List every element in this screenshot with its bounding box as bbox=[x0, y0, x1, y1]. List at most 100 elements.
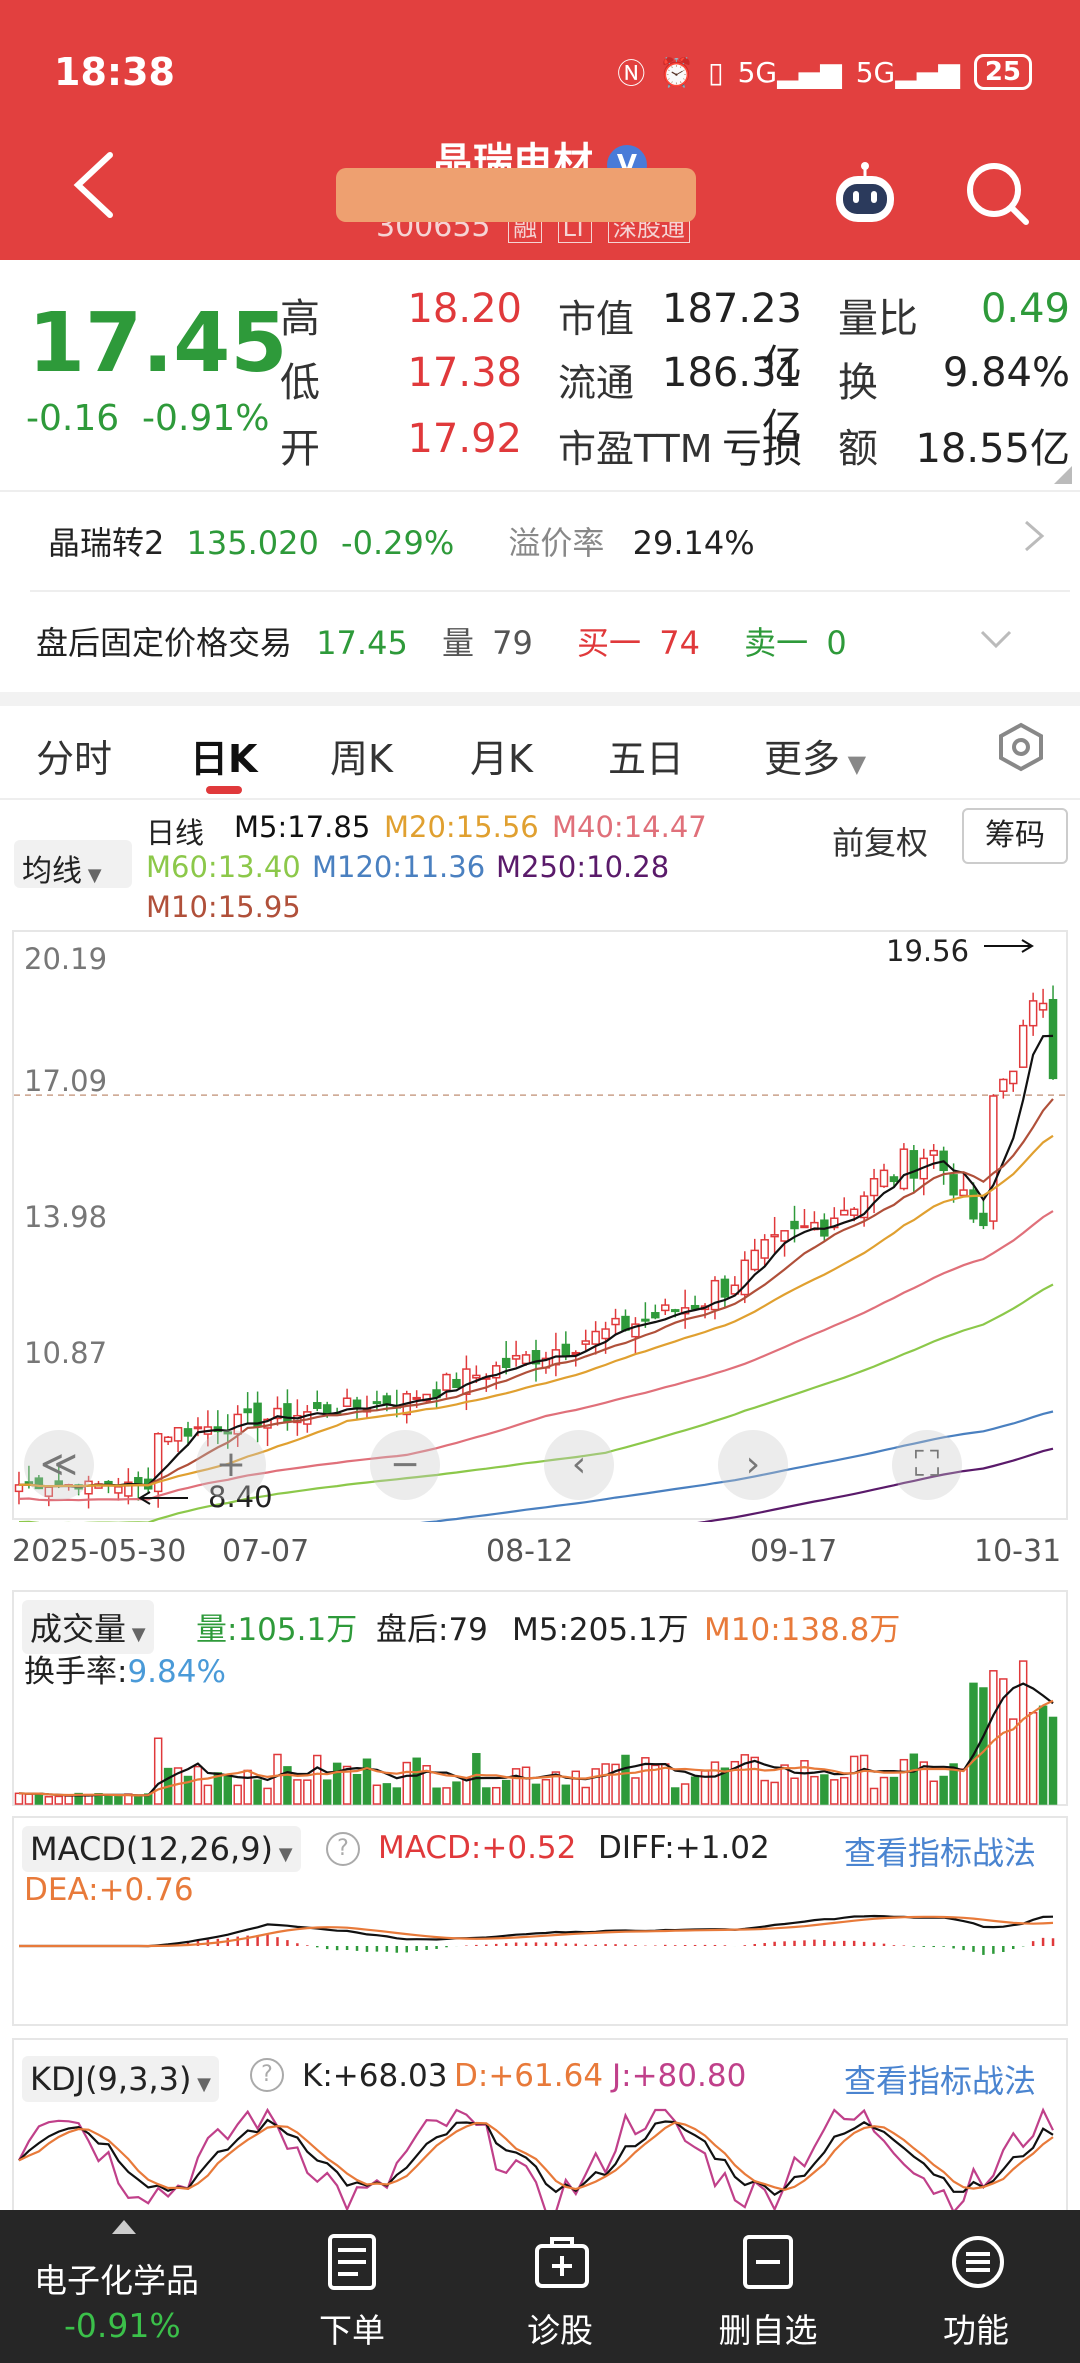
kdj-strategy-link[interactable]: 查看指标战法 bbox=[844, 2062, 1037, 2100]
d-line bbox=[18, 2121, 1054, 2191]
volume-bar bbox=[462, 1777, 471, 1805]
zoom-in-icon[interactable]: + bbox=[196, 1430, 266, 1500]
candle-body bbox=[462, 1368, 471, 1395]
ma120-value: M120:11.36 bbox=[312, 850, 486, 884]
candle-body bbox=[611, 1317, 620, 1326]
indicator-selector[interactable]: 均线 ▼ bbox=[14, 840, 132, 889]
kdj-selector[interactable]: KDJ(9,3,3) ▼ bbox=[22, 2056, 220, 2102]
candle-body bbox=[710, 1279, 720, 1311]
bottom-nav: 电子化学品 -0.91% 下单 诊股 删自选 bbox=[0, 2210, 1080, 2363]
volume-bar bbox=[810, 1775, 819, 1805]
chevron-down-icon[interactable] bbox=[978, 628, 1014, 652]
nav-functions[interactable]: 功能 bbox=[906, 2210, 1046, 2363]
volume-bar bbox=[680, 1783, 690, 1805]
vibrate-icon: ▯ bbox=[708, 55, 724, 89]
kdj-panel[interactable] bbox=[12, 2038, 1068, 2214]
volume-bar bbox=[223, 1774, 233, 1805]
kline-chart[interactable] bbox=[12, 930, 1070, 1609]
current-price: 17.45 bbox=[28, 296, 288, 391]
candle-body bbox=[491, 1365, 501, 1379]
volume-bar bbox=[1038, 1705, 1048, 1805]
candle-body bbox=[750, 1249, 759, 1271]
ma20-value: M20:15.56 bbox=[384, 810, 539, 844]
help-icon[interactable]: ? bbox=[326, 1832, 360, 1866]
tab-five-day[interactable]: 五日 bbox=[608, 737, 685, 781]
sell1-value: 0 bbox=[826, 624, 847, 662]
afterhours-row[interactable]: 盘后固定价格交易 17.45 量 79 买一 74 卖一 0 bbox=[36, 618, 976, 662]
zoom-out-icon[interactable]: − bbox=[370, 1430, 440, 1500]
ma5-value: M5:17.85 bbox=[234, 810, 371, 844]
candle-body bbox=[531, 1350, 541, 1365]
volume-bar bbox=[273, 1753, 282, 1805]
search-icon[interactable] bbox=[962, 158, 1032, 228]
candle-body bbox=[621, 1315, 630, 1331]
volume-bar bbox=[183, 1775, 193, 1805]
tab-weekly-k[interactable]: 周K bbox=[330, 737, 393, 781]
nav-order[interactable]: 下单 bbox=[282, 2210, 422, 2363]
back-icon[interactable] bbox=[70, 150, 120, 220]
price-change: -0.16 -0.91% bbox=[26, 398, 270, 439]
rewind-icon[interactable]: ≪ bbox=[24, 1430, 94, 1500]
volume-bar bbox=[24, 1793, 34, 1805]
float-label: 流通 bbox=[558, 361, 635, 405]
fullscreen-icon[interactable]: ⛶ bbox=[892, 1430, 962, 1500]
volume-ratio-label: 量比 bbox=[838, 296, 918, 342]
candle-body bbox=[949, 1174, 958, 1196]
volume-bar bbox=[412, 1757, 421, 1805]
signal-icon: 5G▂▄▆ bbox=[737, 55, 842, 89]
convertible-bond-row[interactable]: 晶瑞转2 135.020 -0.29% 溢价率 29.14% bbox=[48, 518, 1068, 562]
nav-order-label: 下单 bbox=[319, 2311, 385, 2350]
low-label: 低 bbox=[280, 360, 320, 406]
volume-bar bbox=[1018, 1660, 1028, 1805]
expand-up-icon[interactable] bbox=[112, 2220, 136, 2234]
candle-body bbox=[1038, 1002, 1048, 1011]
expand-corner-icon[interactable] bbox=[1054, 466, 1072, 484]
volume-bar bbox=[651, 1764, 660, 1805]
volume-bar bbox=[551, 1771, 561, 1805]
volume-bar bbox=[740, 1754, 750, 1805]
tab-daily-k[interactable]: 日K bbox=[190, 737, 258, 781]
scroll-left-icon[interactable]: ‹ bbox=[544, 1430, 614, 1500]
tab-monthly-k[interactable]: 月K bbox=[470, 737, 533, 781]
volume-bar bbox=[1048, 1716, 1058, 1805]
volume-bar bbox=[929, 1780, 938, 1805]
candle-body bbox=[183, 1428, 193, 1437]
pe-label: 市盈TTM bbox=[558, 427, 713, 471]
tab-more[interactable]: 更多 ▼ bbox=[764, 737, 867, 781]
candle-body bbox=[780, 1230, 789, 1242]
low-value: 17.38 bbox=[407, 350, 522, 396]
macd-strategy-link[interactable]: 查看指标战法 bbox=[844, 1834, 1037, 1872]
volume-bar bbox=[949, 1763, 958, 1805]
robot-assistant-icon[interactable] bbox=[830, 160, 900, 230]
candle-body bbox=[163, 1436, 173, 1443]
settings-hex-icon[interactable] bbox=[996, 722, 1046, 772]
volume-bar bbox=[939, 1775, 948, 1805]
kdj-canvas bbox=[18, 2107, 1054, 2214]
help-icon[interactable]: ? bbox=[250, 2058, 284, 2092]
chevron-right-icon[interactable] bbox=[1022, 518, 1046, 554]
sector-name[interactable]: 电子化学品 bbox=[34, 2261, 199, 2300]
volume-panel[interactable] bbox=[12, 1590, 1068, 1806]
tab-intraday[interactable]: 分时 bbox=[36, 737, 113, 781]
dea-line bbox=[19, 1915, 1054, 1948]
nav-diagnose[interactable]: 诊股 bbox=[490, 2210, 630, 2363]
candle-body bbox=[124, 1481, 133, 1497]
volume-bar bbox=[909, 1753, 919, 1805]
forward-adjust-button[interactable]: 前复权 bbox=[832, 824, 929, 862]
volume-selector[interactable]: 成交量 ▼ bbox=[22, 1600, 154, 1654]
macd-selector[interactable]: MACD(12,26,9) ▼ bbox=[22, 1826, 301, 1872]
nav-remove-watchlist[interactable]: 删自选 bbox=[698, 2210, 838, 2363]
candle-body bbox=[452, 1378, 461, 1389]
volume-bar bbox=[392, 1787, 402, 1805]
volume-bar bbox=[621, 1754, 630, 1805]
scroll-right-icon[interactable]: › bbox=[718, 1430, 788, 1500]
volume-bar bbox=[153, 1737, 163, 1805]
chip-distribution-button[interactable]: 筹码 bbox=[962, 808, 1068, 864]
dropdown-arrow-icon: ▼ bbox=[126, 1624, 146, 1645]
candle-body bbox=[1048, 998, 1058, 1080]
divider bbox=[30, 590, 1070, 592]
amount-label: 额 bbox=[838, 426, 878, 472]
candle-body bbox=[581, 1340, 590, 1345]
signal-icon-2: 5G▂▄▆ bbox=[855, 55, 960, 89]
macd-panel[interactable] bbox=[12, 1816, 1068, 2026]
